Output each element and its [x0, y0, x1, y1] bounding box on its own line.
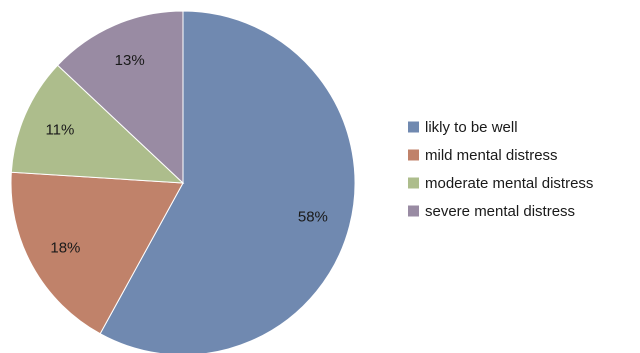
legend-label-1: mild mental distress: [425, 147, 558, 164]
pie-slice-3: [56, 10, 184, 185]
legend-label-3: severe mental distress: [425, 203, 575, 220]
legend-swatch-0: [408, 121, 419, 133]
pie-labels: 58% 18% 11% 13%: [45, 52, 327, 257]
legend-swatch-3: [408, 205, 419, 217]
pie-slice-0: [99, 10, 356, 353]
legend-label-0: likly to be well: [425, 119, 518, 136]
pie-slices: [10, 10, 356, 353]
slice-data-label: 58%: [298, 208, 328, 225]
slice-data-label: 11%: [45, 122, 74, 139]
slice-data-label: 18%: [50, 240, 80, 257]
legend-swatch-2: [408, 177, 419, 189]
legend-label-2: moderate mental distress: [425, 175, 593, 192]
pie-slice-2: [10, 64, 185, 184]
legend: likly to be well mild mental distress mode…: [408, 119, 593, 220]
legend-swatch-1: [408, 149, 419, 161]
slice-data-label: 13%: [115, 52, 145, 69]
pie-slice-1: [10, 171, 184, 335]
